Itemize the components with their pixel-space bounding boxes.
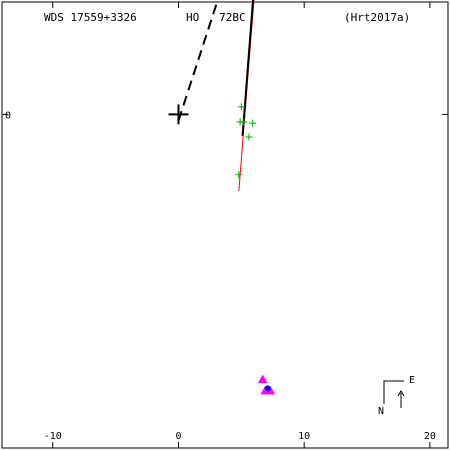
observation-plus-point xyxy=(245,133,253,141)
y-tick-label: 0 xyxy=(5,110,11,121)
header-wds-id: WDS 17559+3326 xyxy=(44,11,137,24)
observation-plus-point xyxy=(237,103,245,111)
orbit-line xyxy=(238,0,255,192)
observation-plus-point xyxy=(249,119,257,127)
solid-segment xyxy=(241,0,255,136)
compass-rose: N E xyxy=(378,375,415,417)
compass-arrow-icon xyxy=(397,390,405,408)
header-reference: (Hrt2017a) xyxy=(344,11,410,24)
observation-dot-point xyxy=(264,385,271,392)
observation-triangle-point xyxy=(257,374,268,384)
x-tick-label: -10 xyxy=(44,431,62,442)
compass-north-label: N xyxy=(378,406,384,417)
lines-layer xyxy=(177,0,255,192)
header-discoverer: HO 72BC xyxy=(186,11,246,24)
observation-plus-point xyxy=(235,171,243,179)
observation-plus-point xyxy=(236,118,244,126)
x-tick-label: 20 xyxy=(424,431,436,442)
primary-star-marker xyxy=(168,104,189,125)
points-layer xyxy=(168,103,276,395)
compass-east-label: E xyxy=(409,375,415,386)
compass-frame xyxy=(383,380,404,404)
x-tick-label: 0 xyxy=(175,431,181,442)
x-tick-label: 10 xyxy=(298,431,310,442)
